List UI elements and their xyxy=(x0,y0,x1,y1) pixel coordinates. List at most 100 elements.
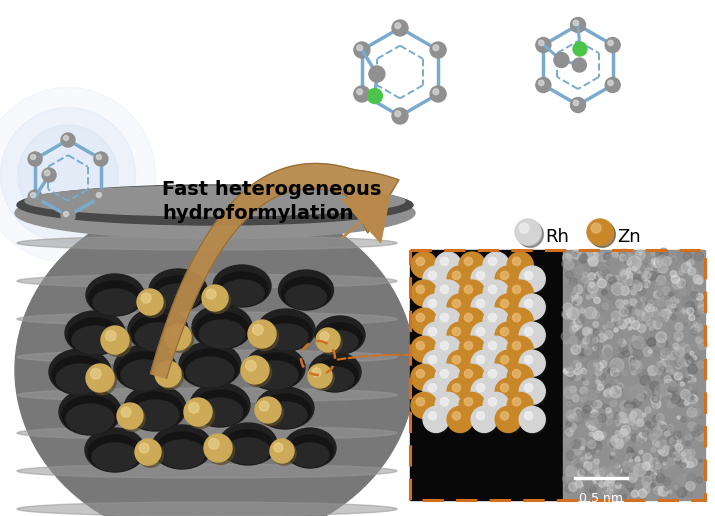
Circle shape xyxy=(665,379,674,389)
Circle shape xyxy=(658,335,663,340)
Circle shape xyxy=(617,443,627,453)
Circle shape xyxy=(624,259,629,264)
Circle shape xyxy=(664,431,670,437)
Circle shape xyxy=(598,252,608,262)
Ellipse shape xyxy=(114,345,176,391)
Circle shape xyxy=(631,412,636,418)
Text: 0.5 nm: 0.5 nm xyxy=(579,492,623,505)
Circle shape xyxy=(646,449,651,455)
Circle shape xyxy=(575,464,583,472)
Circle shape xyxy=(572,345,576,349)
Circle shape xyxy=(440,285,448,294)
Circle shape xyxy=(31,192,36,198)
Circle shape xyxy=(578,416,583,421)
Circle shape xyxy=(354,86,370,102)
Circle shape xyxy=(613,413,621,420)
Circle shape xyxy=(636,438,644,446)
Circle shape xyxy=(568,400,573,405)
Circle shape xyxy=(121,407,131,417)
Circle shape xyxy=(656,263,661,268)
Circle shape xyxy=(666,426,673,432)
Circle shape xyxy=(675,309,678,312)
Circle shape xyxy=(521,380,547,406)
Circle shape xyxy=(612,318,615,322)
Circle shape xyxy=(651,433,658,441)
Circle shape xyxy=(440,342,448,350)
Ellipse shape xyxy=(179,342,241,388)
Circle shape xyxy=(428,327,437,336)
Circle shape xyxy=(596,449,600,453)
Circle shape xyxy=(425,380,450,406)
Circle shape xyxy=(673,351,678,356)
Circle shape xyxy=(483,336,509,362)
Ellipse shape xyxy=(85,428,145,472)
Circle shape xyxy=(608,254,612,257)
Circle shape xyxy=(637,311,643,316)
Circle shape xyxy=(590,291,597,298)
Circle shape xyxy=(623,418,628,423)
Circle shape xyxy=(661,373,667,379)
Circle shape xyxy=(654,440,663,449)
Circle shape xyxy=(581,397,586,402)
Circle shape xyxy=(573,58,586,72)
Circle shape xyxy=(572,395,579,402)
Circle shape xyxy=(453,383,460,392)
Circle shape xyxy=(686,491,693,497)
Circle shape xyxy=(440,257,448,266)
Circle shape xyxy=(694,252,704,261)
Circle shape xyxy=(661,252,664,255)
Circle shape xyxy=(583,281,586,285)
Ellipse shape xyxy=(182,349,238,387)
Circle shape xyxy=(587,360,600,373)
Circle shape xyxy=(679,268,685,274)
Circle shape xyxy=(631,280,641,290)
Circle shape xyxy=(428,356,437,364)
Circle shape xyxy=(519,350,546,376)
Ellipse shape xyxy=(127,392,183,430)
Circle shape xyxy=(624,439,628,442)
Circle shape xyxy=(648,366,658,376)
Circle shape xyxy=(660,311,666,317)
Circle shape xyxy=(607,482,616,491)
Circle shape xyxy=(568,414,578,423)
Circle shape xyxy=(659,454,667,463)
Circle shape xyxy=(667,396,670,399)
Circle shape xyxy=(368,89,383,104)
Circle shape xyxy=(596,389,600,393)
Circle shape xyxy=(678,430,684,437)
Circle shape xyxy=(667,389,675,397)
Ellipse shape xyxy=(124,385,186,431)
Circle shape xyxy=(572,250,581,259)
Circle shape xyxy=(588,440,596,448)
Circle shape xyxy=(646,381,653,388)
Circle shape xyxy=(618,435,621,438)
Circle shape xyxy=(485,282,511,308)
Circle shape xyxy=(658,361,666,368)
Circle shape xyxy=(674,486,683,495)
Circle shape xyxy=(611,483,618,491)
Circle shape xyxy=(630,385,644,398)
Circle shape xyxy=(671,394,680,404)
Circle shape xyxy=(428,383,437,392)
Circle shape xyxy=(602,350,611,360)
Circle shape xyxy=(677,338,680,341)
Circle shape xyxy=(644,428,651,436)
Ellipse shape xyxy=(263,402,307,428)
Circle shape xyxy=(574,285,583,294)
Circle shape xyxy=(633,307,641,315)
Circle shape xyxy=(593,459,599,464)
Circle shape xyxy=(639,432,645,438)
Circle shape xyxy=(568,291,575,298)
Circle shape xyxy=(669,293,673,297)
Circle shape xyxy=(692,354,699,362)
Circle shape xyxy=(507,364,533,390)
Circle shape xyxy=(681,417,686,422)
Circle shape xyxy=(473,408,498,434)
Circle shape xyxy=(668,351,676,360)
Circle shape xyxy=(591,251,598,259)
Circle shape xyxy=(632,424,638,430)
Circle shape xyxy=(563,311,572,319)
Circle shape xyxy=(500,356,508,364)
Circle shape xyxy=(577,470,584,476)
Circle shape xyxy=(651,447,656,453)
